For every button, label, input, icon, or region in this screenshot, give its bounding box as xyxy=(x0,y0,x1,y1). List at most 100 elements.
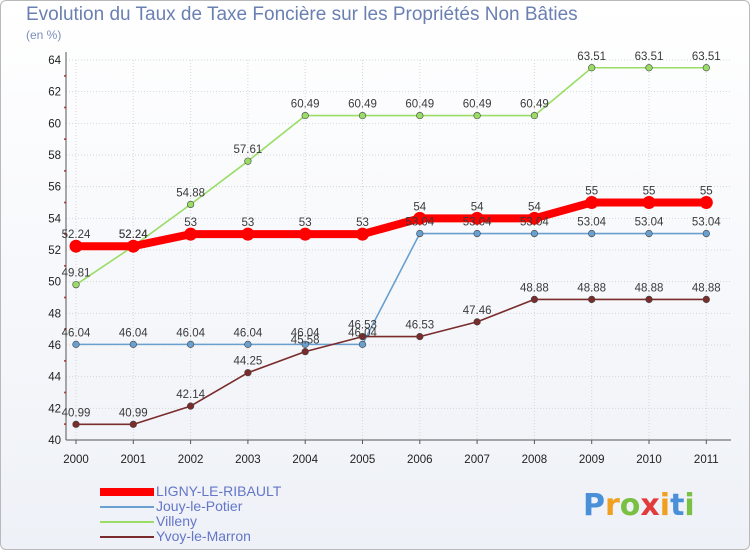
series-point xyxy=(645,64,653,72)
chart-title: Evolution du Taux de Taxe Foncière sur l… xyxy=(26,4,578,25)
data-label: 48.88 xyxy=(692,282,721,294)
series-point xyxy=(473,229,481,238)
data-label: 53.04 xyxy=(692,217,721,229)
series-point xyxy=(301,340,309,348)
series-lines xyxy=(69,64,713,428)
data-label: 54 xyxy=(471,201,484,213)
series-point xyxy=(298,227,312,241)
data-label: 53.04 xyxy=(635,217,664,229)
legend-swatch xyxy=(100,506,154,508)
logo-letter: o xyxy=(619,488,641,523)
legend-label: Yvoy-le-Marron xyxy=(156,528,251,544)
data-label: 53 xyxy=(184,217,197,229)
series-line-0 xyxy=(76,198,707,251)
data-label: 60.49 xyxy=(291,99,320,111)
data-label: 53.04 xyxy=(520,217,549,229)
y-tick-label: 44 xyxy=(48,372,61,384)
data-label: 54 xyxy=(413,201,426,213)
data-label: 45.58 xyxy=(291,335,320,347)
series-point xyxy=(358,111,367,120)
series-point xyxy=(702,229,710,238)
x-tick-label: 2004 xyxy=(292,454,318,466)
legend-swatch xyxy=(100,536,154,538)
series-point xyxy=(416,333,424,341)
legend-label: LIGNY-LE-RIBAULT xyxy=(156,483,282,499)
data-label: 46.04 xyxy=(119,327,148,339)
series-point xyxy=(301,111,309,120)
y-axis-unit: (en %) xyxy=(26,28,62,42)
x-tick-label: 2005 xyxy=(350,454,376,466)
logo-letter: r xyxy=(605,488,620,523)
series-point xyxy=(244,340,252,348)
data-label: 55 xyxy=(643,186,656,198)
data-label: 63.51 xyxy=(635,51,664,63)
series-line-2 xyxy=(75,66,707,286)
series-point xyxy=(72,281,80,289)
data-label: 60.49 xyxy=(348,99,377,111)
y-tick-label: 40 xyxy=(48,435,61,447)
data-label: 63.51 xyxy=(577,51,606,63)
legend-swatch xyxy=(100,521,154,523)
data-label: 57.61 xyxy=(234,144,263,156)
series-point xyxy=(527,211,541,225)
series-point xyxy=(126,239,140,253)
series-point xyxy=(530,229,539,238)
series-point xyxy=(530,295,539,304)
data-label: 49.81 xyxy=(62,268,91,280)
data-label: 63.51 xyxy=(692,51,721,63)
series-point xyxy=(588,64,596,72)
x-tick-label: 2011 xyxy=(694,454,719,466)
series-point xyxy=(585,196,599,209)
y-tick-label: 48 xyxy=(48,308,61,320)
data-label: 53 xyxy=(299,217,312,229)
logo-letter: i xyxy=(684,488,695,523)
series-point xyxy=(530,111,539,120)
series-point xyxy=(416,111,424,120)
series-point xyxy=(244,157,252,165)
data-label: 53 xyxy=(356,217,369,229)
y-tick-label: 64 xyxy=(48,55,61,67)
x-tick-label: 2000 xyxy=(63,454,89,466)
logo-letter: P xyxy=(583,488,605,523)
series-line-1 xyxy=(76,232,707,346)
data-labels: 49.81 52.24 54.88 57.61 60.49 60.49 60.49 60.49… xyxy=(62,51,722,420)
series-point xyxy=(69,239,83,253)
data-label: 42.14 xyxy=(176,389,205,401)
x-tick-label: 2008 xyxy=(522,454,548,466)
y-tick-label: 60 xyxy=(48,118,61,130)
series-point xyxy=(358,340,367,348)
data-label: 40.99 xyxy=(119,407,148,419)
data-label: 54 xyxy=(528,201,541,213)
series-line-3 xyxy=(76,298,707,426)
data-label: 53.04 xyxy=(405,217,434,229)
data-label: 46.04 xyxy=(234,327,263,339)
data-label: 52.24 xyxy=(62,229,91,241)
y-tick-label: 42 xyxy=(48,403,61,415)
data-label: 53 xyxy=(242,217,255,229)
data-label: 48.88 xyxy=(520,282,549,294)
logo-letter: t xyxy=(670,488,685,523)
x-tick-label: 2006 xyxy=(407,454,433,466)
x-tick-label: 2001 xyxy=(121,454,147,466)
y-tick-label: 58 xyxy=(48,150,61,162)
data-label: 60.49 xyxy=(463,99,492,111)
data-label: 55 xyxy=(585,186,598,198)
series-point xyxy=(72,340,80,348)
data-label: 55 xyxy=(700,186,713,198)
series-point xyxy=(642,196,656,209)
data-label: 52.24 xyxy=(119,229,148,241)
series-point xyxy=(588,229,596,238)
series-point xyxy=(699,196,713,209)
legend-label: Jouy-le-Potier xyxy=(156,498,243,514)
series-point xyxy=(187,200,195,208)
y-tick-label: 52 xyxy=(48,245,61,257)
x-tick-label: 2003 xyxy=(235,454,261,466)
series-point xyxy=(473,111,481,120)
data-label: 46.04 xyxy=(348,327,377,339)
data-label: 44.25 xyxy=(234,356,263,368)
axes: 40 42 44 46 48 50 52 54 56 58 60 62 64 2000 2001 2002 20… xyxy=(48,52,731,466)
series-point xyxy=(187,402,195,410)
legend-label: Villeny xyxy=(156,513,197,529)
data-label: 46.04 xyxy=(62,327,91,339)
